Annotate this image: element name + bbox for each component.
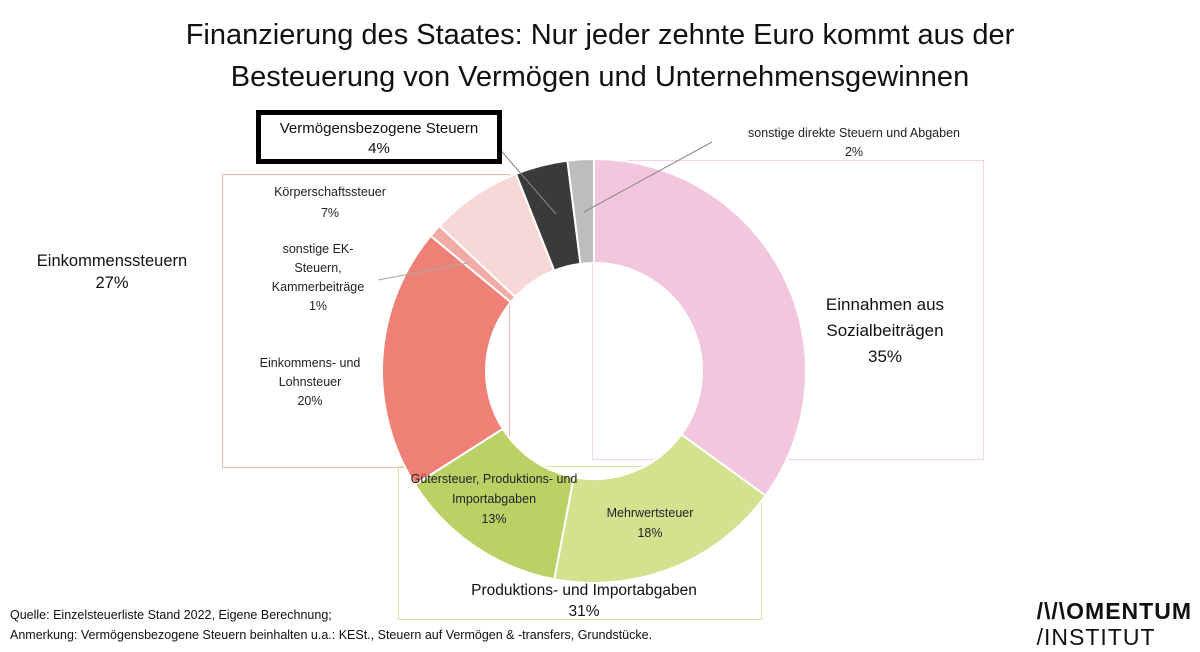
label-gueter-pct: 13%: [481, 512, 507, 526]
label-koerper-name: Körperschaftssteuer: [274, 185, 386, 199]
label-vermoegen-pct: 4%: [368, 140, 390, 157]
donut-slice-0: [593, 157, 807, 498]
label-sonstige-direkt-name: sonstige direkte Steuern und Abgaben: [748, 126, 960, 140]
label-sonstige-ek-name-1: sonstige EK-: [282, 242, 354, 256]
chart-title-line-2: Besteuerung von Vermögen und Unternehmen…: [230, 61, 970, 93]
logo-line-2: /INSTITUT: [1036, 624, 1156, 650]
label-vermoegen-name: Vermögensbezogene Steuern: [279, 120, 479, 137]
label-gueter-name-1: Gütersteuer, Produktions- und: [410, 472, 578, 486]
label-ek: Einkommens- und Lohnsteuer 20%: [248, 354, 372, 411]
label-mwst: Mehrwertsteuer 18%: [590, 503, 710, 543]
label-vermoegen: Vermögensbezogene Steuern 4%: [256, 110, 502, 164]
leader-line-sonstige-ek: [377, 262, 469, 281]
label-group-produktion: Produktions- und Importabgaben 31%: [444, 580, 724, 622]
leader-line-sonstige-direkt: [583, 141, 713, 213]
label-gueter-name-2: Importabgaben: [451, 492, 537, 506]
logo-line-1: /\/\OMENTUM: [1036, 598, 1192, 624]
leader-line-vermoegen: [496, 145, 557, 215]
footer-note: Anmerkung: Vermögensbezogene Steuern bei…: [10, 628, 653, 642]
footer-source: Quelle: Einzelsteuerliste Stand 2022, Ei…: [10, 608, 332, 622]
group-box-produktion: [398, 466, 762, 620]
label-gueter: Gütersteuer, Produktions- und Importabga…: [396, 469, 592, 529]
group-box-sozial: [592, 160, 984, 460]
label-group-ek-name: Einkommenssteuern: [36, 252, 188, 270]
label-group-prod-pct: 31%: [568, 603, 600, 620]
donut-slice-7: [566, 157, 595, 265]
label-koerper-pct: 7%: [320, 206, 340, 220]
label-mwst-pct: 18%: [637, 526, 663, 540]
label-koerper: Körperschaftssteuer 7%: [250, 182, 410, 224]
label-sonstige-ek-pct: 1%: [308, 299, 328, 313]
label-ek-pct: 20%: [297, 394, 323, 408]
label-group-prod-name: Produktions- und Importabgaben: [471, 582, 697, 599]
label-sozial: Einnahmen aus Sozialbeiträgen 35%: [800, 292, 970, 370]
donut-slice-1: [553, 433, 767, 584]
label-group-ek-pct: 27%: [95, 274, 129, 292]
label-sonstige-ek: sonstige EK- Steuern, Kammerbeiträge 1%: [258, 240, 378, 316]
label-sonstige-ek-name-3: Kammerbeiträge: [271, 280, 365, 294]
label-ek-name-2: Lohnsteuer: [278, 375, 342, 389]
group-box-einkommenssteuern: [222, 174, 510, 468]
label-sozial-name-2: Sozialbeiträgen: [826, 321, 944, 340]
label-sonstige-direkt: sonstige direkte Steuern und Abgaben 2%: [724, 124, 984, 162]
label-ek-name-1: Einkommens- und: [259, 356, 361, 370]
chart-title-line-1: Finanzierung des Staates: Nur jeder zehn…: [185, 19, 1015, 51]
donut-slice-3: [381, 234, 513, 486]
momentum-logo: /\/\OMENTUM /INSTITUT: [1037, 598, 1192, 650]
label-group-einkommenssteuern: Einkommenssteuern 27%: [22, 250, 202, 294]
label-sonstige-direkt-pct: 2%: [844, 145, 864, 159]
chart-title: Finanzierung des Staates: Nur jeder zehn…: [0, 14, 1200, 98]
label-sozial-name-1: Einnahmen aus: [825, 295, 945, 314]
label-sonstige-ek-name-2: Steuern,: [294, 261, 342, 275]
label-sozial-pct: 35%: [867, 347, 903, 366]
label-mwst-name: Mehrwertsteuer: [606, 506, 694, 520]
